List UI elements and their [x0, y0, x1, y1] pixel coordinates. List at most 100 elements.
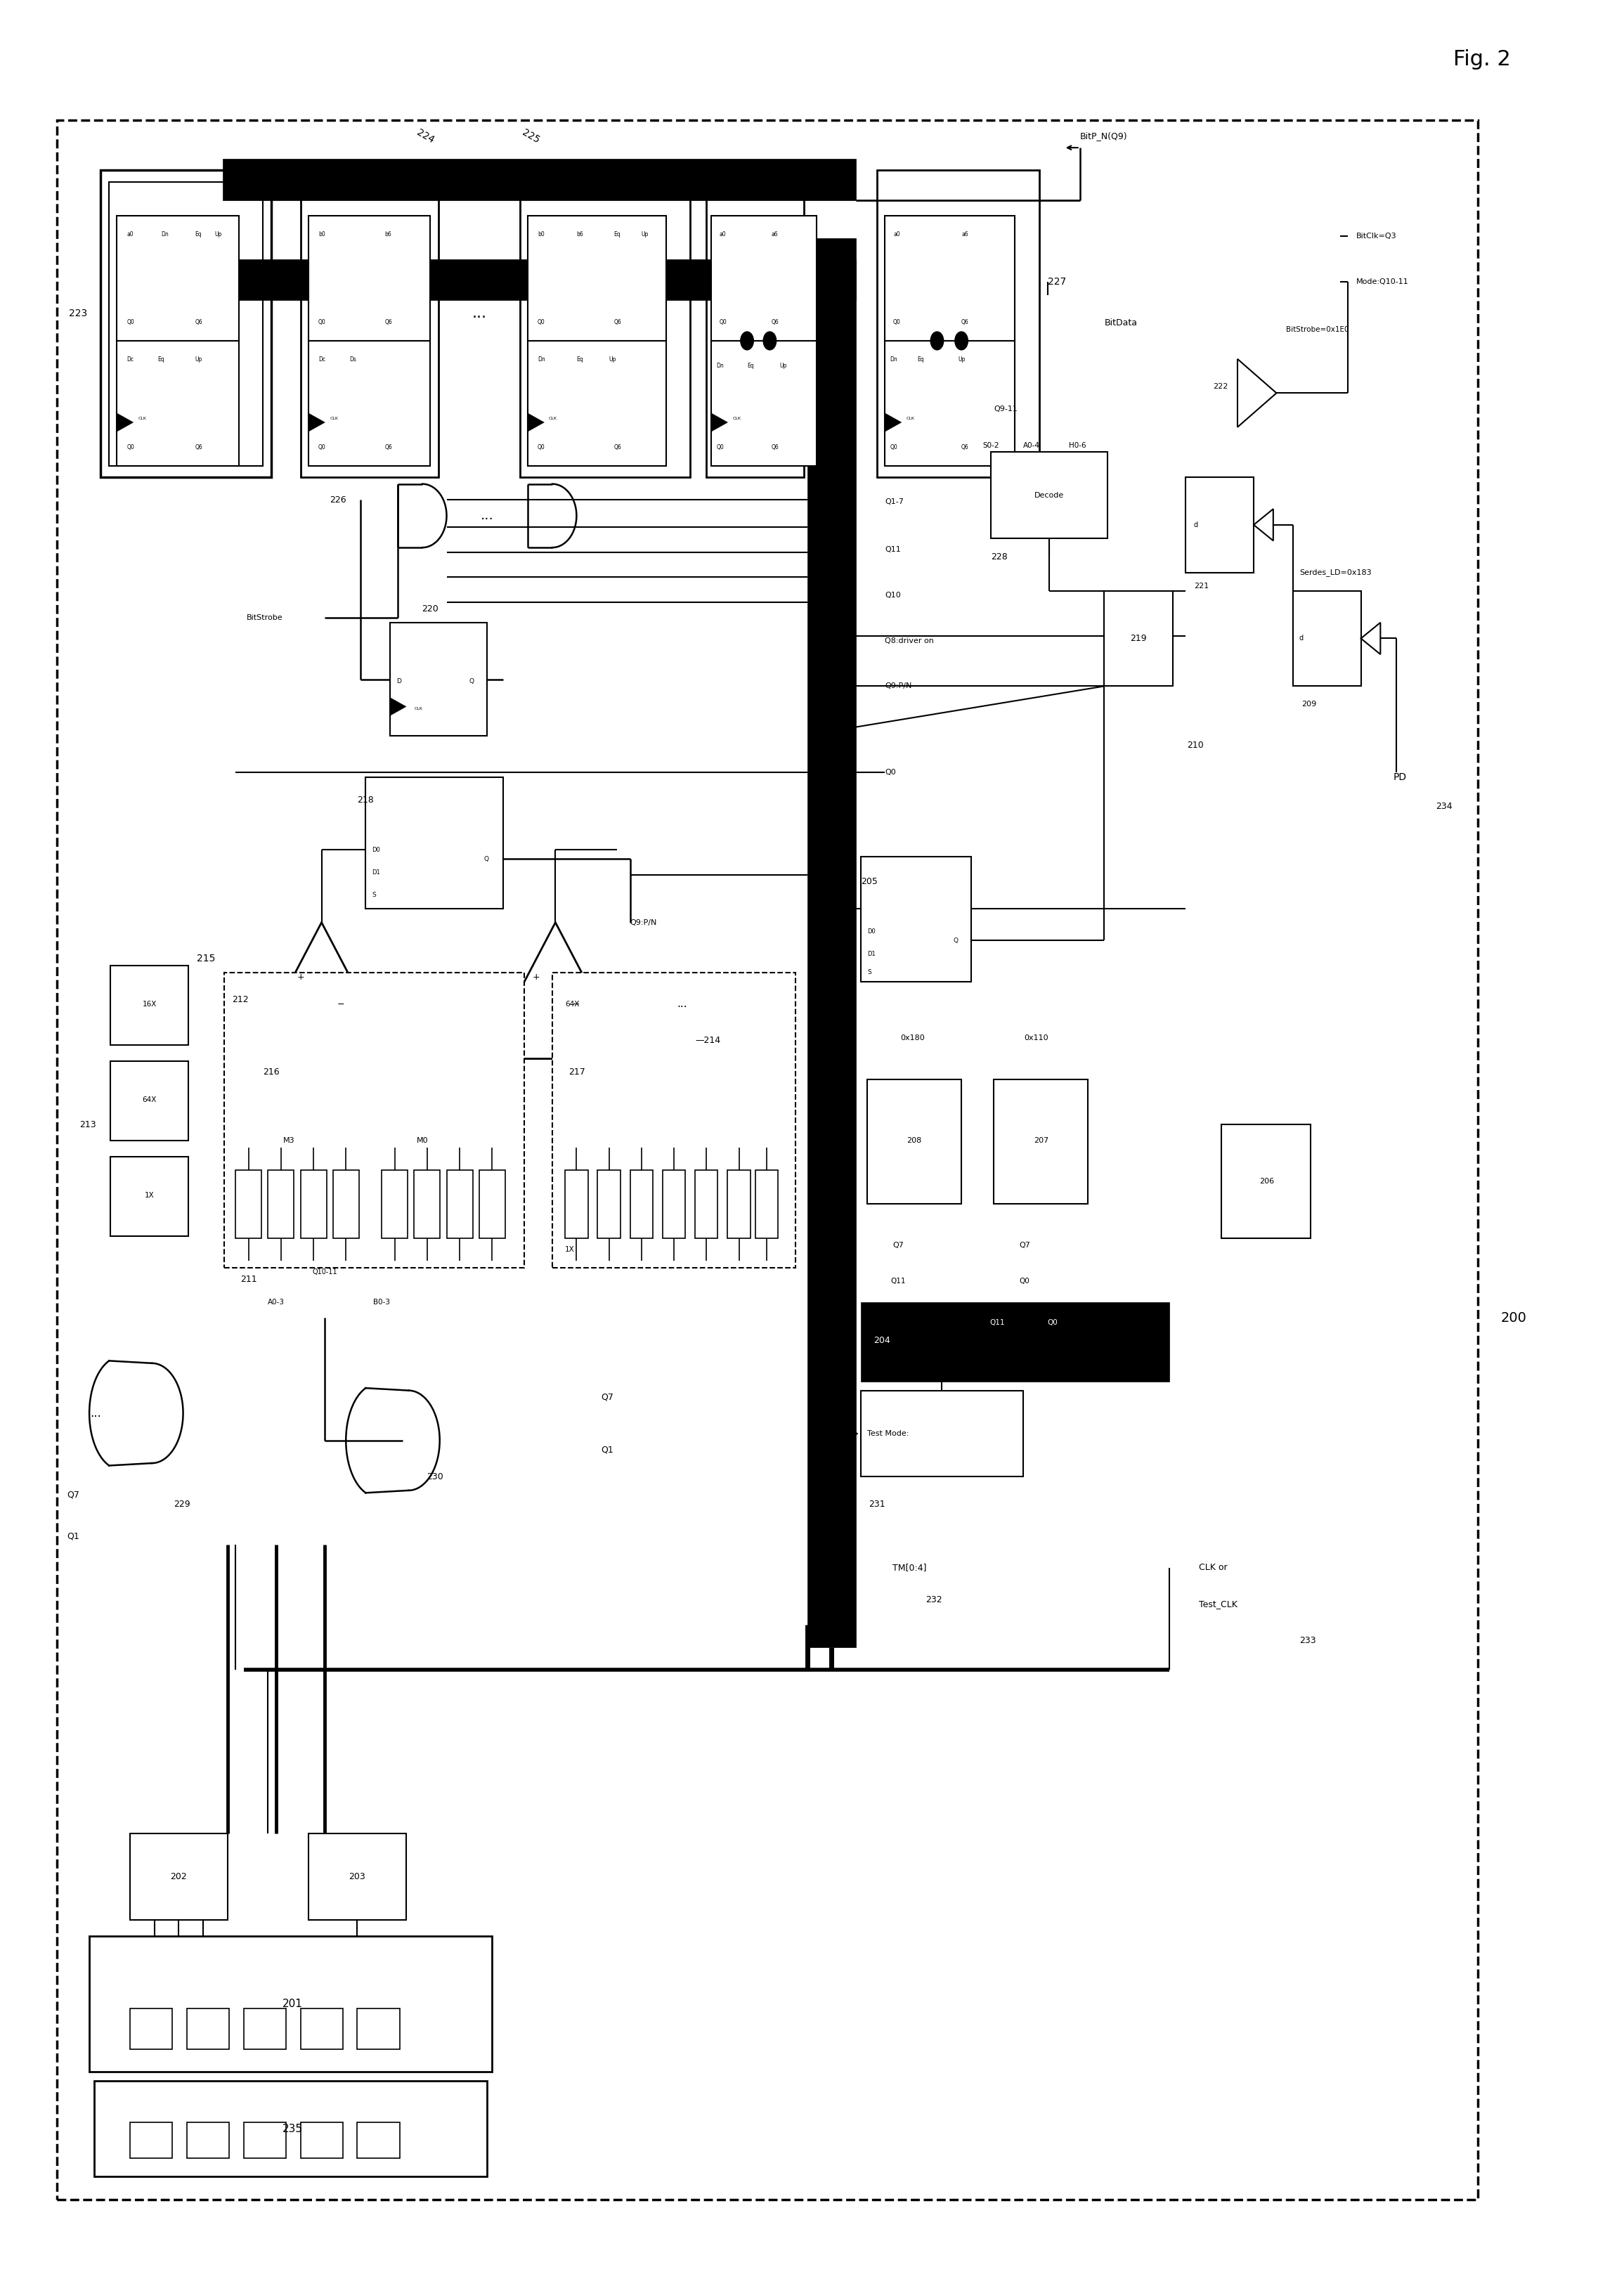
Text: Up: Up: [609, 357, 615, 364]
Text: Dn: Dn: [716, 364, 724, 368]
Circle shape: [763, 332, 776, 350]
Bar: [244, 2008, 286, 2049]
Bar: [101, 170, 271, 477]
Text: 220: 220: [422, 604, 438, 613]
Text: Mode:Q10-11: Mode:Q10-11: [1356, 277, 1408, 286]
Text: Dc: Dc: [318, 357, 325, 364]
Bar: [1186, 477, 1254, 573]
Bar: [991, 452, 1108, 538]
Bar: [365, 777, 503, 909]
Text: Q7: Q7: [893, 1241, 903, 1250]
Text: Q0: Q0: [719, 318, 728, 325]
Bar: [528, 341, 666, 466]
Text: Q0: Q0: [885, 768, 896, 777]
Bar: [877, 170, 1039, 477]
Text: 229: 229: [174, 1500, 190, 1509]
Text: Eq: Eq: [158, 357, 164, 364]
Text: 206: 206: [1259, 1177, 1275, 1186]
Text: A0-3: A0-3: [268, 1297, 284, 1306]
Text: 16X: 16X: [143, 1000, 156, 1009]
Polygon shape: [390, 698, 406, 716]
Text: Q0: Q0: [716, 443, 724, 450]
Polygon shape: [309, 414, 325, 432]
Text: CLK or: CLK or: [1199, 1563, 1228, 1572]
Text: 232: 232: [926, 1595, 942, 1604]
Text: Q0: Q0: [318, 443, 326, 450]
Bar: [130, 1834, 227, 1920]
Bar: [711, 341, 817, 466]
Text: D0: D0: [372, 847, 380, 852]
Bar: [867, 1079, 961, 1204]
Text: Q1-7: Q1-7: [885, 498, 905, 507]
Text: Eq: Eq: [614, 232, 620, 239]
Bar: [309, 1834, 406, 1920]
Text: Q6: Q6: [961, 443, 970, 450]
Bar: [807, 239, 856, 1647]
Text: 223: 223: [68, 309, 88, 318]
Bar: [300, 2008, 343, 2049]
Text: Decode: Decode: [1034, 491, 1064, 500]
Bar: [861, 1390, 1023, 1477]
Text: Up: Up: [195, 357, 201, 364]
Text: Q: Q: [953, 938, 958, 943]
Text: 213: 213: [80, 1120, 96, 1129]
Text: Q8:driver on: Q8:driver on: [885, 636, 934, 645]
Text: Q0: Q0: [538, 318, 546, 325]
Text: 217: 217: [568, 1068, 585, 1077]
Bar: [333, 1170, 359, 1238]
Text: CLK: CLK: [414, 707, 422, 711]
Text: M0: M0: [416, 1136, 429, 1145]
Text: D: D: [396, 679, 401, 684]
Text: TM[0:4]: TM[0:4]: [893, 1563, 926, 1572]
Text: 210: 210: [1187, 741, 1203, 750]
Text: Q11: Q11: [989, 1318, 1005, 1327]
Bar: [110, 966, 188, 1045]
Text: BitStrobe: BitStrobe: [247, 613, 283, 623]
Text: 1X: 1X: [145, 1191, 154, 1200]
Bar: [390, 623, 487, 736]
Text: D1: D1: [372, 870, 380, 875]
Text: 224: 224: [416, 127, 435, 145]
Bar: [222, 159, 856, 200]
Text: +: +: [533, 972, 539, 982]
Bar: [1293, 591, 1361, 686]
Text: CLK: CLK: [906, 416, 914, 420]
Text: a0: a0: [893, 232, 900, 239]
Text: +: +: [297, 972, 304, 982]
Bar: [187, 2008, 229, 2049]
Text: BitData: BitData: [1104, 318, 1137, 327]
Text: Q6: Q6: [195, 443, 203, 450]
Polygon shape: [711, 414, 728, 432]
Text: PD: PD: [1393, 772, 1406, 782]
Text: Dn: Dn: [890, 357, 898, 364]
Text: 0x110: 0x110: [1025, 1034, 1047, 1043]
Bar: [598, 1170, 620, 1238]
Bar: [994, 1079, 1088, 1204]
Text: Q0: Q0: [893, 318, 901, 325]
Bar: [755, 1170, 778, 1238]
Text: B0-3: B0-3: [374, 1297, 390, 1306]
Text: Q0: Q0: [127, 318, 135, 325]
Bar: [728, 1170, 750, 1238]
Text: D1: D1: [867, 952, 875, 957]
Text: 1X: 1X: [565, 1245, 575, 1254]
Text: Q6: Q6: [385, 443, 393, 450]
Text: CLK: CLK: [138, 416, 146, 420]
Text: Q: Q: [484, 857, 489, 861]
Circle shape: [931, 332, 944, 350]
Text: Test_CLK: Test_CLK: [1199, 1599, 1237, 1609]
Text: 203: 203: [349, 1872, 365, 1881]
Text: a6: a6: [961, 232, 968, 239]
Bar: [300, 2122, 343, 2158]
Text: 231: 231: [812, 1450, 825, 1459]
Text: Ds: Ds: [349, 357, 356, 364]
Text: Q7: Q7: [67, 1490, 80, 1500]
Text: Q0: Q0: [538, 443, 546, 450]
Text: Eq: Eq: [747, 364, 754, 368]
Text: a0: a0: [719, 232, 726, 239]
Text: 0x180: 0x180: [900, 1034, 926, 1043]
Text: 205: 205: [861, 877, 877, 886]
Text: Eq: Eq: [918, 357, 924, 364]
Text: Up: Up: [780, 364, 786, 368]
Text: H0-6: H0-6: [1069, 441, 1086, 450]
